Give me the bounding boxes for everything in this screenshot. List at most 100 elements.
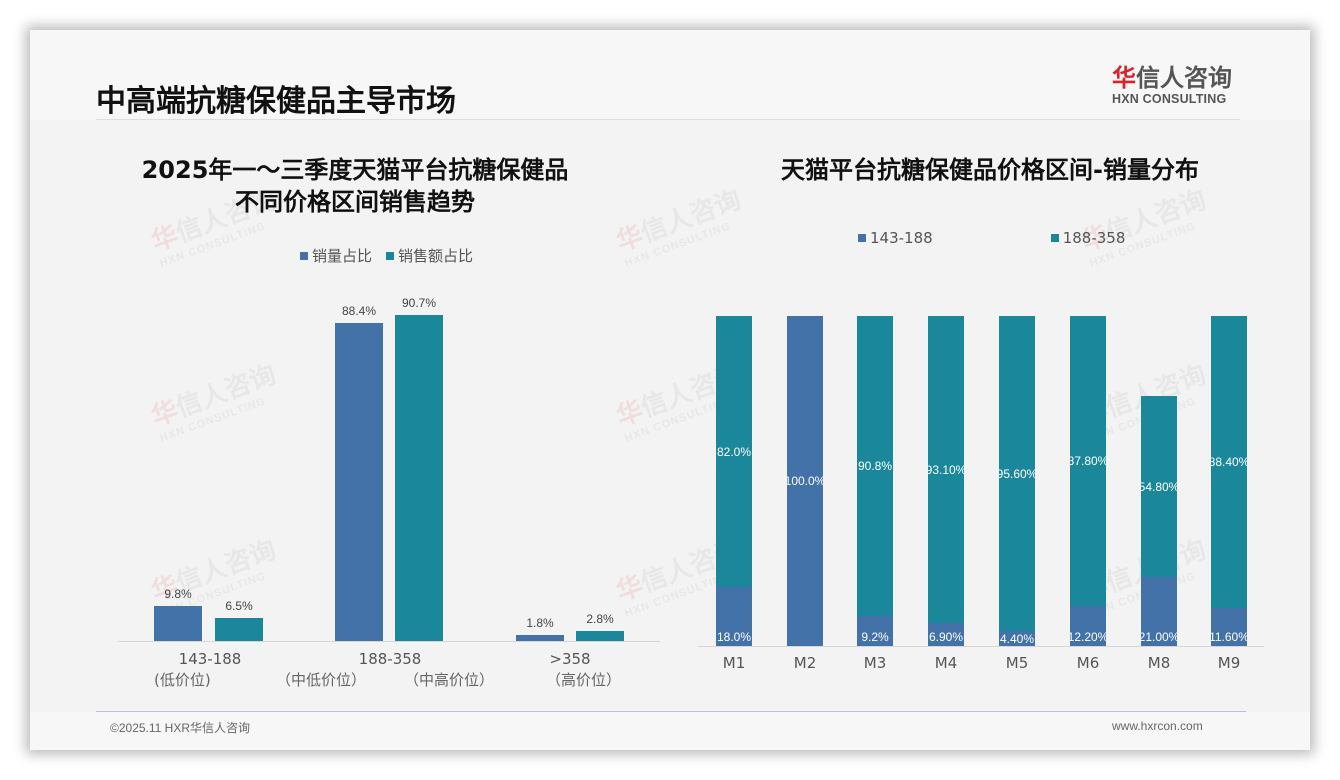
left-chart-title: 2025年一～三季度天猫平台抗糖保健品 不同价格区间销售趋势: [90, 154, 620, 218]
category-sublabel: （中低价位）: [276, 671, 367, 689]
header-divider: [96, 119, 1240, 120]
stacked-bar-clip: 82.0% 18.0%: [716, 316, 752, 646]
month-label: M4: [934, 654, 958, 672]
segment-143-188: 6.90%: [928, 623, 964, 646]
segment-188-358: 95.60%: [999, 316, 1035, 631]
logo-cn-red: 华: [1112, 64, 1136, 92]
segment-label: 11.60%: [1211, 630, 1247, 644]
segment-188-358: 54.80%: [1141, 396, 1177, 577]
segment-label: 12.20%: [1070, 630, 1106, 644]
stacked-bar-m1: 82.0% 18.0%: [716, 316, 752, 646]
month-label: M2: [793, 654, 817, 672]
segment-label: 6.90%: [928, 630, 964, 644]
segment-188-358: 82.0%: [716, 316, 752, 587]
left-chart-title-line2: 不同价格区间销售趋势: [235, 188, 475, 216]
right-chart-legend: 143-188 188-358: [858, 229, 1125, 247]
legend-item-sales-amount: 销售额占比: [386, 245, 473, 266]
segment-143-188: 100.0%: [787, 316, 823, 646]
left-chart-title-line1: 2025年一～三季度天猫平台抗糖保健品: [141, 156, 569, 184]
legend-swatch-blue: [300, 251, 308, 260]
legend-label: 143-188: [870, 229, 933, 247]
data-label: 2.8%: [586, 612, 614, 626]
legend-swatch-teal: [386, 251, 395, 260]
bar-sales-volume: [154, 606, 202, 641]
stacked-bar-m2: 100.0%: [787, 316, 823, 646]
stacked-bar-clip: 100.0%: [787, 316, 823, 646]
stacked-bar-clip: 88.40% 11.60%: [1211, 316, 1247, 646]
stacked-bar-clip: 95.60% 4.40%: [999, 316, 1035, 646]
stacked-bar-m6: 87.80% 12.20%: [1070, 316, 1106, 646]
category-label: 143-188: [178, 650, 242, 668]
legend-label: 销量占比: [312, 247, 373, 265]
segment-label: 100.0%: [787, 474, 823, 488]
stacked-bar-m5: 95.60% 4.40%: [999, 316, 1035, 646]
month-label: M9: [1217, 654, 1241, 672]
segment-143-188: 11.60%: [1211, 608, 1247, 646]
logo-cn: 华信人咨询: [1112, 64, 1242, 92]
stacked-bar-clip: 93.10% 6.90%: [928, 316, 964, 646]
segment-label: 9.2%: [861, 630, 889, 644]
footer-band: [30, 712, 1310, 750]
category-label: >358: [549, 650, 591, 668]
segment-188-358: 88.40%: [1211, 316, 1247, 608]
footer-divider: [96, 711, 1246, 712]
segment-label: 90.8%: [857, 459, 893, 473]
stacked-bar-m3: 90.8% 9.2%: [857, 316, 893, 646]
logo-cn-rest: 信人咨询: [1136, 64, 1232, 92]
data-label: 6.5%: [225, 599, 253, 613]
footer-website: www.hxrcon.com: [1112, 719, 1203, 733]
category-sublabel: (低价位): [154, 671, 211, 689]
stacked-bar-m4: 93.10% 6.90%: [928, 316, 964, 646]
category-sublabel: （中高价位）: [404, 671, 495, 689]
bar-sales-volume: [335, 323, 383, 641]
stacked-bar-m8: 54.80% 21.00%: [1141, 396, 1177, 646]
right-chart-title: 天猫平台抗糖保健品价格区间-销量分布: [781, 156, 1199, 184]
footer-copyright: ©2025.11 HXR华信人咨询: [110, 721, 250, 735]
stacked-bar-clip: 87.80% 12.20%: [1070, 316, 1106, 646]
segment-label: 82.0%: [716, 444, 752, 459]
legend-swatch-blue: [858, 234, 866, 242]
segment-188-358: 90.8%: [857, 316, 893, 616]
bar-sales-amount: [215, 618, 263, 641]
segment-143-188: 4.40%: [999, 631, 1035, 646]
data-label: 88.4%: [341, 304, 377, 318]
logo: 华信人咨询 HXN CONSULTING: [1112, 64, 1242, 106]
segment-143-188: 21.00%: [1141, 577, 1177, 646]
month-label: M8: [1147, 654, 1171, 672]
month-label: M5: [1005, 654, 1029, 672]
left-chart-legend: 销量占比 销售额占比: [300, 245, 473, 266]
data-label: 90.7%: [401, 296, 437, 310]
segment-143-188: 18.0%: [716, 587, 752, 646]
category-sublabel: （高价位）: [546, 671, 622, 689]
bar-sales-volume: [516, 635, 564, 641]
segment-label: 95.60%: [999, 466, 1035, 481]
legend-swatch-teal: [1050, 234, 1059, 242]
segment-label: 54.80%: [1141, 479, 1177, 494]
data-label: 1.8%: [526, 616, 554, 630]
legend-item-143-188: 143-188: [858, 229, 933, 247]
bar-sales-amount: [576, 631, 624, 641]
month-label: M6: [1076, 654, 1100, 672]
stacked-bar-clip: 90.8% 9.2%: [857, 316, 893, 646]
stacked-bar-clip: 54.80% 21.00%: [1141, 396, 1177, 646]
month-label: M1: [722, 654, 746, 672]
page-title: 中高端抗糖保健品主导市场: [96, 84, 456, 119]
bar-sales-amount: [395, 315, 443, 641]
segment-label: 88.40%: [1211, 455, 1247, 469]
left-chart-axis: [118, 641, 660, 642]
legend-label: 销售额占比: [398, 247, 474, 265]
slide: 中高端抗糖保健品主导市场 华信人咨询 HXN CONSULTING 华信人咨询 H…: [30, 30, 1310, 750]
segment-143-188: 12.20%: [1070, 606, 1106, 646]
segment-label: 87.80%: [1070, 454, 1106, 468]
segment-label: 21.00%: [1141, 630, 1177, 644]
stacked-bar-m9: 88.40% 11.60%: [1211, 316, 1247, 646]
segment-143-188: 9.2%: [857, 616, 893, 646]
category-label: 188-358: [358, 650, 422, 668]
legend-item-sales-volume: 销量占比: [300, 245, 372, 266]
right-chart-axis: [698, 646, 1264, 647]
legend-item-188-358: 188-358: [1050, 229, 1125, 247]
month-label: M3: [863, 654, 887, 672]
